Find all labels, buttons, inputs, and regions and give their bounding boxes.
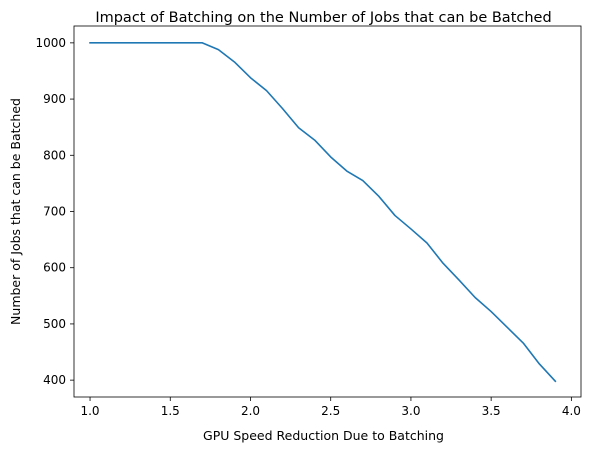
y-tick-label: 700 — [43, 205, 66, 219]
chart-title: Impact of Batching on the Number of Jobs… — [95, 10, 551, 26]
x-axis-label: GPU Speed Reduction Due to Batching — [203, 428, 444, 443]
y-axis-label: Number of Jobs that can be Batched — [8, 98, 23, 325]
y-tick-label: 500 — [43, 317, 66, 331]
x-tick-label: 4.0 — [562, 404, 581, 418]
y-tick-label: 1000 — [35, 36, 66, 50]
plot-area — [74, 26, 581, 397]
series-line — [89, 42, 557, 383]
plot-frame — [73, 25, 582, 398]
y-tick-label: 800 — [43, 148, 66, 162]
x-tick-label: 2.5 — [321, 404, 340, 418]
series-layer — [89, 42, 557, 383]
y-tick-label: 900 — [43, 92, 66, 106]
x-tick-label: 1.0 — [80, 404, 99, 418]
x-tick-label: 3.5 — [482, 404, 501, 418]
x-axis-ticks: 1.0 1.5 2.0 2.5 3.0 3.5 4.0 — [80, 397, 581, 418]
y-tick-label: 400 — [43, 373, 66, 387]
y-tick-label: 600 — [43, 261, 66, 275]
x-tick-label: 3.0 — [401, 404, 420, 418]
y-axis-ticks: 400 500 600 700 800 900 1000 — [35, 36, 74, 387]
x-tick-label: 2.0 — [241, 404, 260, 418]
x-tick-label: 1.5 — [161, 404, 180, 418]
